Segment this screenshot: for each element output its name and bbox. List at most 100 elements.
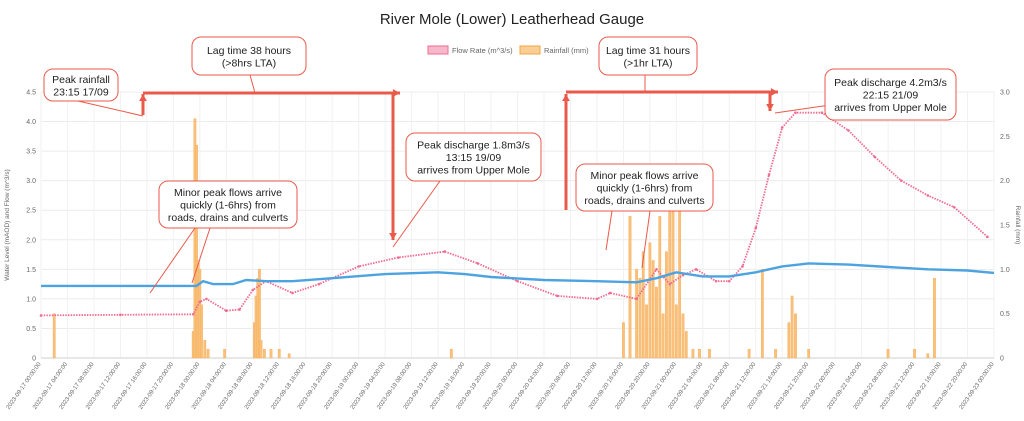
flow-point <box>820 111 824 114</box>
rainfall-bar <box>287 353 291 359</box>
rainfall-bar <box>641 251 645 359</box>
callout-text: Minor peak flows arrive <box>591 170 699 182</box>
flow-point <box>225 309 228 313</box>
rainfall-bar <box>200 304 203 359</box>
callout-text: (>8hrs LTA) <box>222 57 276 69</box>
rainfall-bar <box>203 340 207 359</box>
callout-text: 23:15 17/09 <box>53 86 109 98</box>
legend[interactable]: Flow Rate (m^3/s) Rainfall (mm) <box>427 45 589 55</box>
callout-text: Peak rainfall <box>52 74 110 86</box>
y-tick-label: 0.5 <box>26 326 36 333</box>
flow-point <box>397 256 400 259</box>
callout-box <box>191 36 307 76</box>
annotation-arrowhead <box>139 94 147 102</box>
flow-point <box>191 312 195 316</box>
y-tick-label: 2.0 <box>26 237 36 244</box>
callout-pointer <box>249 74 256 94</box>
annotation-arrows <box>139 88 778 240</box>
y2-tick-label: 0.5 <box>1000 311 1010 318</box>
rainfall-bar <box>277 348 281 359</box>
callout-text: Lag time 31 hours <box>606 45 690 57</box>
rainfall-bar <box>913 348 916 359</box>
callout-box <box>43 68 119 102</box>
y-axis-ticks: 0 0.5 1.0 1.5 2.0 2.5 3.0 3.5 4.0 4.5 <box>26 90 36 363</box>
annotation-arrowhead <box>562 94 570 102</box>
rainfall-bar <box>52 313 56 359</box>
rainfall-bar <box>622 322 625 359</box>
y2-axis-label: Rainfall (mm) <box>1014 206 1021 245</box>
rainfall-bar <box>665 251 668 359</box>
rainfall-bar <box>761 269 764 359</box>
rainfall-bar <box>807 348 811 359</box>
callout-pointer <box>77 100 144 117</box>
annotation-arrowhead <box>389 232 397 240</box>
rainfall-bar <box>223 348 227 359</box>
y-tick-label: 4.5 <box>26 90 36 97</box>
rainfall-bar <box>263 348 266 359</box>
rainfall-bar <box>638 278 642 359</box>
y2-tick-label: 1.0 <box>1000 267 1010 274</box>
callout-text: quickly (1-6hrs) from <box>180 200 276 212</box>
flow-point <box>238 308 241 311</box>
flow-point <box>754 226 758 230</box>
y-tick-label: 3.0 <box>26 178 36 185</box>
rainfall-bar <box>886 348 890 359</box>
flow-point <box>668 282 672 286</box>
rainfall-bar <box>645 304 648 359</box>
callout-pointer <box>392 180 441 248</box>
callout-pointer <box>605 210 613 251</box>
rainfall-bar <box>655 286 658 359</box>
flow-point <box>119 313 122 317</box>
callout-text: Minor peak flows arrive <box>174 187 282 199</box>
y2-tick-label: 3.0 <box>1000 90 1010 97</box>
rainfall-bar <box>449 348 453 359</box>
rainfall-bar <box>635 269 638 359</box>
legend-swatch <box>519 45 541 55</box>
rainfall-bar <box>259 340 263 359</box>
flow-point <box>317 282 321 286</box>
rainfall-bar <box>661 313 665 359</box>
callout-box <box>598 36 698 76</box>
flow-point <box>39 314 43 317</box>
flow-point <box>694 268 698 271</box>
rainfall-bar <box>628 215 632 359</box>
flow-point <box>741 265 744 268</box>
flow-point <box>357 265 360 268</box>
callout-pointer <box>149 227 196 294</box>
level-line <box>41 262 995 288</box>
rainfall-bar <box>774 348 777 359</box>
rainfall-bar <box>258 269 261 359</box>
flow-point <box>926 194 930 197</box>
flow-point <box>516 279 519 283</box>
flow-point <box>767 173 771 177</box>
flow-point <box>655 268 658 271</box>
callout-box <box>405 132 542 182</box>
callout-pointer <box>191 227 211 284</box>
y-tick-label: 4.0 <box>26 119 36 126</box>
flow-point <box>251 288 255 292</box>
y2-tick-label: 2.5 <box>1000 134 1010 141</box>
rainfall-bar <box>674 304 678 359</box>
flow-point <box>635 297 638 301</box>
rainfall-bar <box>195 145 198 359</box>
callout-pointer <box>774 104 831 114</box>
callout-text: Peak discharge 4.2m3/s <box>834 77 947 89</box>
flow-point <box>847 129 850 132</box>
callout-text: arrives from Upper Mole <box>417 165 530 177</box>
flow-point <box>443 250 447 253</box>
flow-point <box>205 297 208 301</box>
rainfall-bar <box>790 295 794 359</box>
rainfall-bar <box>691 348 695 359</box>
callout-pointer <box>641 210 651 269</box>
flow-point <box>794 111 797 114</box>
rainfall-bar <box>698 348 701 359</box>
flow-line <box>40 111 988 317</box>
callout-box <box>158 180 298 229</box>
flow-point <box>873 155 877 159</box>
flow-point <box>555 294 559 298</box>
flow-point <box>714 279 718 283</box>
callout-text: 22:15 21/09 <box>863 90 919 102</box>
y2-tick-label: 2.0 <box>1000 178 1010 185</box>
flow-point <box>780 126 784 129</box>
